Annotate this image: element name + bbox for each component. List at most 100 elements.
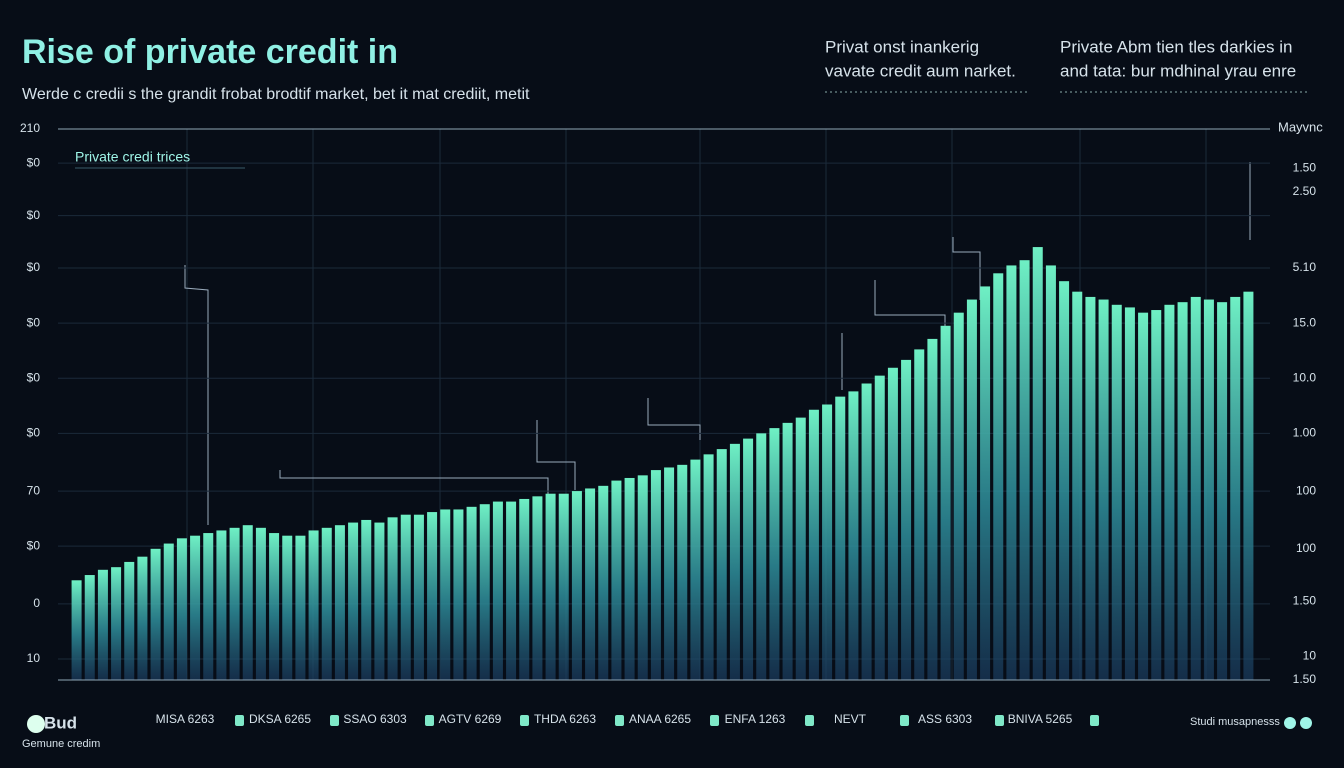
y2-tick-label: 1.50 bbox=[1293, 593, 1317, 607]
footer-icon bbox=[710, 715, 719, 726]
bar bbox=[1019, 260, 1030, 680]
bar bbox=[914, 349, 925, 680]
tagline: Gemune credim bbox=[22, 738, 100, 750]
note: Privat onst inankerig bbox=[825, 37, 979, 56]
bar bbox=[427, 512, 438, 680]
bar bbox=[1045, 265, 1056, 680]
bar bbox=[1203, 299, 1214, 680]
note: Private Abm tien tles darkies in bbox=[1060, 37, 1292, 56]
footer-item: ENFA 1263 bbox=[725, 712, 786, 726]
bar bbox=[479, 504, 490, 680]
y-tick-label: $0 bbox=[27, 155, 41, 169]
bar bbox=[743, 438, 754, 680]
bar bbox=[1006, 265, 1017, 680]
brand: Bud bbox=[44, 713, 77, 732]
bar bbox=[795, 417, 806, 680]
y2-tick-label: 10.0 bbox=[1293, 370, 1317, 384]
bar bbox=[308, 530, 319, 680]
bar bbox=[598, 485, 609, 680]
bar bbox=[400, 514, 411, 680]
y-tick-label: $0 bbox=[27, 370, 41, 384]
footer-icon bbox=[330, 715, 339, 726]
bar bbox=[374, 522, 385, 680]
y-tick-label: $0 bbox=[27, 426, 41, 440]
bar bbox=[1151, 310, 1162, 680]
bar bbox=[716, 449, 727, 680]
bar bbox=[822, 404, 833, 680]
footer-icon bbox=[900, 715, 909, 726]
bar bbox=[624, 477, 635, 680]
note: vavate credit aum narket. bbox=[825, 61, 1016, 80]
y2-tick-label: 10 bbox=[1303, 649, 1317, 663]
chart-subtitle: Werde c credii s the grandit frobat brod… bbox=[22, 86, 530, 103]
bar bbox=[203, 533, 214, 680]
bar bbox=[677, 464, 688, 680]
bar bbox=[729, 443, 740, 680]
bar bbox=[97, 569, 108, 680]
bar bbox=[1164, 304, 1175, 680]
footer-icon bbox=[520, 715, 529, 726]
y-tick-label: 10 bbox=[27, 651, 41, 665]
bar bbox=[321, 527, 332, 680]
bar bbox=[361, 519, 372, 680]
y-tick-label: $0 bbox=[27, 538, 41, 552]
y-tick-label: $0 bbox=[27, 208, 41, 222]
footer-item: BNIVA 5265 bbox=[1008, 712, 1073, 726]
bar bbox=[571, 491, 582, 680]
y2-tick-label: 1.50 bbox=[1293, 672, 1317, 686]
bar bbox=[190, 535, 201, 680]
footer-icon bbox=[805, 715, 814, 726]
bar bbox=[84, 575, 95, 680]
footer-icon bbox=[235, 715, 244, 726]
y2-tick-label: 100 bbox=[1296, 541, 1316, 555]
bar bbox=[1190, 296, 1201, 680]
bar bbox=[1085, 296, 1096, 680]
brand-icon bbox=[27, 715, 45, 733]
bar bbox=[466, 506, 477, 680]
bar bbox=[901, 359, 912, 680]
bar bbox=[111, 567, 122, 680]
bar bbox=[348, 522, 359, 680]
footer-item: ANAA 6265 bbox=[629, 712, 691, 726]
bar bbox=[966, 299, 977, 680]
bar bbox=[176, 538, 187, 680]
bar bbox=[413, 514, 424, 680]
bar bbox=[1111, 304, 1122, 680]
bar bbox=[453, 509, 464, 680]
bar bbox=[295, 535, 306, 680]
bar bbox=[1032, 247, 1043, 681]
bar bbox=[282, 535, 293, 680]
bar bbox=[532, 496, 543, 680]
bar bbox=[927, 338, 938, 680]
bar bbox=[861, 383, 872, 680]
bar bbox=[848, 391, 859, 680]
annotation-leaders bbox=[184, 162, 1251, 525]
y-tick-label: 0 bbox=[33, 596, 40, 610]
footer-icon bbox=[425, 715, 434, 726]
bar bbox=[637, 475, 648, 680]
footer-item: NEVT bbox=[834, 712, 867, 726]
bar bbox=[1072, 291, 1083, 680]
footer-item: SSAO 6303 bbox=[343, 712, 407, 726]
bar bbox=[216, 530, 227, 680]
footer-item: MISA 6263 bbox=[156, 712, 215, 726]
bar bbox=[993, 273, 1004, 680]
bar bbox=[229, 527, 240, 680]
footer-item: ASS 6303 bbox=[918, 712, 972, 726]
bar bbox=[782, 422, 793, 680]
y-tick-label: $0 bbox=[27, 315, 41, 329]
bar bbox=[506, 501, 517, 680]
bar bbox=[703, 454, 714, 680]
bar bbox=[558, 493, 569, 680]
bar bbox=[242, 525, 253, 680]
footer-item: DKSA 6265 bbox=[249, 712, 311, 726]
bar bbox=[756, 433, 767, 680]
footer-icon bbox=[1284, 717, 1296, 729]
bar bbox=[953, 312, 964, 680]
bar bbox=[611, 480, 622, 680]
bar bbox=[137, 556, 148, 680]
bar bbox=[585, 488, 596, 680]
bar bbox=[1059, 281, 1070, 680]
y-tick-label: 210 bbox=[20, 121, 40, 135]
